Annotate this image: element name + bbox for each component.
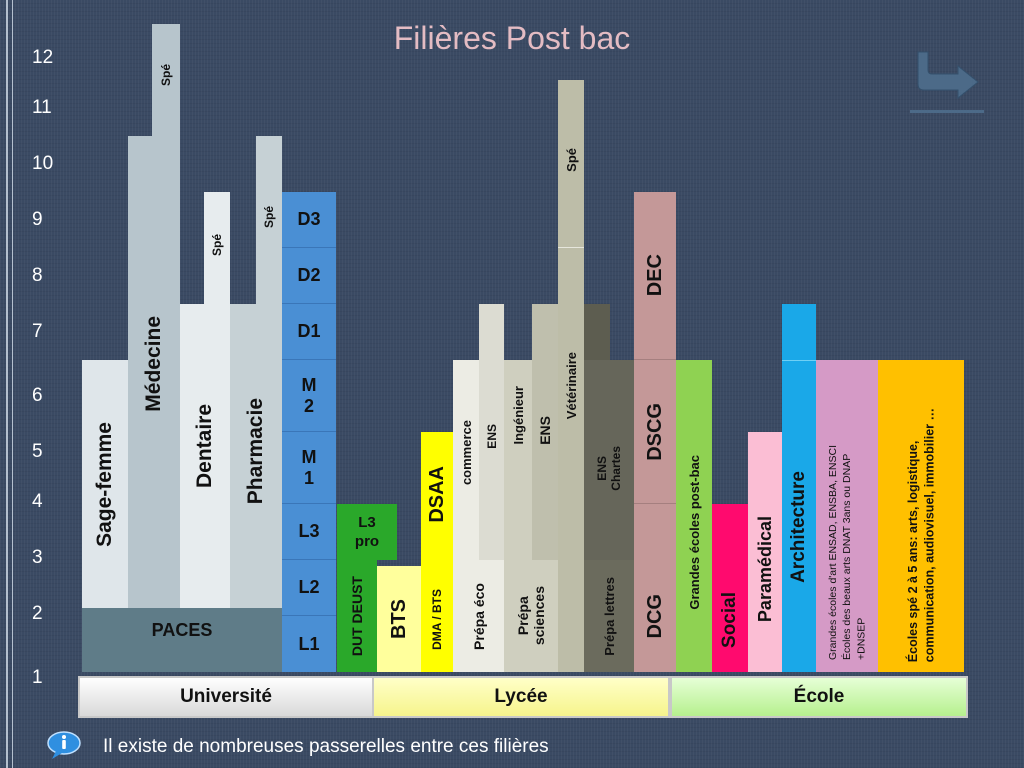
architecture-divider [782,360,816,361]
footer-lycee-label: Lycée [494,686,548,707]
dec-block: DEC [634,192,676,360]
lmd-m1: M 1 [282,432,336,504]
y-tick-3: 3 [32,547,43,568]
architecture-block: Architecture [782,304,816,672]
dut-block: DUT DEUST [337,560,377,672]
sage-femme-block: Sage-femme [82,360,128,608]
y-tick-9: 9 [32,209,43,230]
y-tick-2: 2 [32,603,43,624]
dut-label: DUT DEUST [349,575,365,657]
grandes-ecoles-block: Grandes écoles post-bac [676,360,712,672]
dma-bts-block: DMA / BTS [421,566,453,672]
return-arrow-icon[interactable] [906,48,986,116]
dscg-block: DSCG [634,360,676,504]
medecine-spe-label: Spé [159,64,173,87]
y-tick-10: 10 [32,153,54,174]
left-border-line [6,0,8,768]
ens-sciences-label: ENS [537,416,553,445]
y-tick-11: 11 [32,97,52,118]
left-border-line-inner [12,0,13,768]
sage-femme-label: Sage-femme [93,421,116,547]
prepa-sciences-label: Prépa sciences [515,586,547,646]
dentaire-label: Dentaire [193,404,216,489]
prepa-lettres-label: Prépa lettres [601,576,617,656]
y-tick-5: 5 [32,441,43,462]
dsaa-label: DSAA [425,466,448,523]
y-tick-7: 7 [32,321,43,342]
ens-eco-label: ENS [484,424,499,449]
paces-label: PACES [151,620,213,640]
art-block: Grandes écoles d'art ENSAD, ENSBA, ENSCI… [816,360,878,672]
dcg-block: DCG [634,504,676,672]
veterinaire-spe-label: Spé [563,148,579,172]
veterinaire-block: Vétérinaire [558,248,584,672]
paramedical-block: Paramédical [748,432,782,672]
dscg-label: DSCG [643,402,666,461]
ens-chartes-label: ENS Chartes [595,446,623,491]
prepa-eco-label: Prépa éco [470,582,487,650]
footer-lycee: Lycée [372,676,670,718]
dcg-label: DCG [643,593,666,638]
grandes-ecoles-label: Grandes écoles post-bac [686,455,702,610]
dsaa-block: DSAA [421,432,453,566]
page-title: Filières Post bac [393,20,631,56]
lmd-l3: L3 [282,504,336,560]
dma-bts-label: DMA / BTS [430,588,444,650]
footer-universite: Université [78,676,374,718]
footer-universite-label: Université [180,686,272,707]
y-tick-12: 12 [32,47,54,68]
veterinaire-label: Vétérinaire [563,352,579,420]
paces-block: PACES [82,608,282,672]
footer-ecole-label: École [793,686,845,707]
social-label: Social [719,592,740,648]
ecoles-spe-label: Écoles spé 2 à 5 ans: arts, logistique, … [905,407,936,662]
social-block: Social [712,504,748,672]
y-tick-8: 8 [32,265,43,286]
info-icon[interactable] [46,730,82,760]
commerce-label: commerce [458,420,474,486]
paramedical-label: Paramédical [754,515,775,622]
lmd-d3: D3 [282,192,336,248]
y-tick-6: 6 [32,385,43,406]
pharmacie-spe-block: Spé [256,136,282,304]
lmd-d1: D1 [282,304,336,360]
ecoles-spe-block: Écoles spé 2 à 5 ans: arts, logistique, … [878,360,964,672]
ingenieur-label: Ingénieur [510,386,526,445]
lmd-m2: M 2 [282,360,336,432]
prepa-lettres-block: Prépa lettres [584,560,634,672]
prepa-eco-block: Prépa éco [453,560,504,672]
lmd-d2: D2 [282,248,336,304]
pharmacie-block: Pharmacie [230,304,282,608]
lmd-l2: L2 [282,560,336,616]
prepa-sciences-block: Prépa sciences [504,560,558,672]
pharmacie-label: Pharmacie [244,398,267,505]
dec-label: DEC [643,254,666,297]
medecine-label: Médecine [142,316,165,412]
bts-label: BTS [387,599,410,639]
pharmacie-spe-label: Spé [262,206,276,229]
veterinaire-spe-block: Spé [558,80,584,248]
bts-block: BTS [377,566,421,672]
art-label: Grandes écoles d'art ENSAD, ENSBA, ENSCI… [826,444,868,660]
y-tick-1: 1 [32,667,43,688]
dentaire-spe-label: Spé [210,234,224,257]
architecture-label: Architecture [788,471,809,583]
y-tick-4: 4 [32,491,43,512]
dentaire-spe-block: Spé [204,192,230,304]
dentaire-block: Dentaire [180,304,230,608]
l3-pro-block: L3 pro [337,504,397,560]
lmd-l1: L1 [282,616,336,672]
medecine-spe-block: Spé [152,24,180,136]
medecine-block: Médecine [128,136,180,608]
footer-ecole: École [670,676,968,718]
note-text: Il existe de nombreuses passerelles entr… [103,736,549,757]
